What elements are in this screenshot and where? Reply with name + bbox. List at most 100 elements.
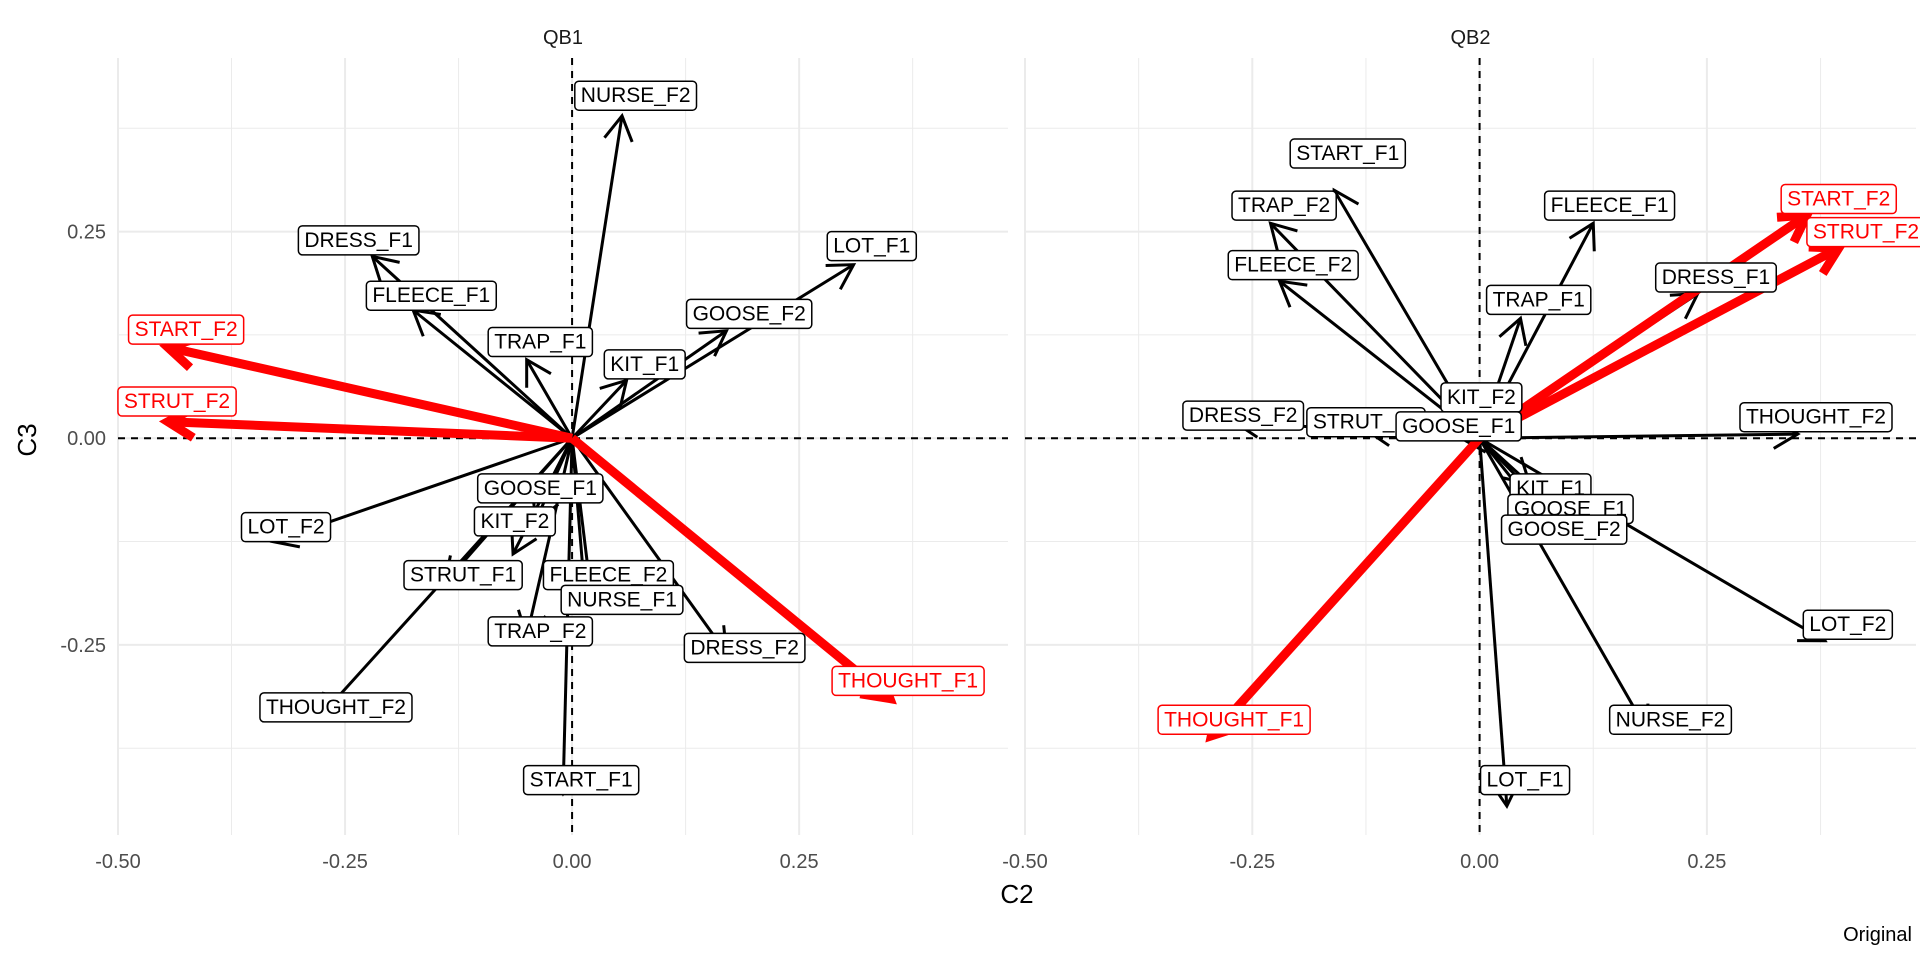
x-tick-label: -0.25 [322, 851, 368, 873]
vector-label: STRUT_F2 [1813, 221, 1919, 244]
vector-label: GOOSE_F1 [484, 477, 597, 500]
label-box [603, 349, 686, 380]
vector-arrowhead [1776, 209, 1815, 245]
vector-label: DRESS_F1 [304, 229, 413, 252]
label-box [1182, 400, 1305, 431]
label-box [1608, 704, 1733, 736]
label-trap-f1: TRAP_F1 [487, 326, 594, 358]
label-start-f2: START_F2 [1780, 183, 1898, 215]
label-kit-f2: KIT_F2 [1440, 382, 1523, 413]
y-tick-label: 0.00 [67, 428, 106, 450]
vector-shaft [571, 263, 855, 440]
label-box [1485, 284, 1592, 316]
label-start-f1: START_F1 [1289, 138, 1407, 169]
label-trap-f1: TRAP_F1 [1485, 284, 1592, 316]
label-box [683, 632, 806, 664]
vector-labels: START_F1 TRAP_F2 FLEECE_F1 FLEECE_F2 DRESS_F… [1157, 138, 1920, 796]
plot-caption: Original [1843, 924, 1912, 946]
label-fleece-f1: FLEECE_F1 [1543, 190, 1676, 221]
x-tick-label: 0.00 [1460, 851, 1499, 873]
label-box [476, 473, 604, 504]
label-box [685, 298, 813, 330]
label-box [365, 280, 498, 311]
vector-label: START_F2 [1787, 188, 1890, 211]
label-nurse-f1: NURSE_F1 [560, 584, 684, 616]
label-box [117, 386, 237, 417]
vector-label: FLEECE_F1 [372, 284, 490, 307]
vector-shaft [1478, 438, 1509, 807]
panels-layer: QB1 -0.50 -0.25 0.00 0.25 -0.25 0.00 0.25 NURSE_… [60, 27, 1920, 873]
vector-arrowhead [1498, 315, 1528, 347]
label-box [1289, 138, 1407, 169]
label-goose-f2: GOOSE_F2 [1500, 514, 1628, 545]
label-start-f1: START_F1 [522, 764, 640, 796]
vector-shaft [412, 308, 574, 440]
label-trap-f2: TRAP_F2 [1231, 190, 1337, 221]
label-box [487, 326, 594, 358]
vector-label: LOT_F1 [1487, 769, 1564, 792]
label-box [1654, 262, 1778, 293]
label-box [1395, 411, 1523, 442]
vector-label: KIT_F1 [610, 353, 679, 376]
x-axis-title: C2 [1000, 879, 1033, 909]
label-box [522, 764, 640, 796]
vector-label: FLEECE_F2 [1234, 254, 1352, 277]
label-thought-f2: THOUGHT_F2 [1739, 401, 1893, 433]
label-box [826, 230, 918, 262]
vector-label: FLEECE_F2 [549, 564, 667, 587]
vector-start-f2 [1477, 209, 1815, 442]
label-dress-f1: DRESS_F1 [297, 225, 420, 256]
vector-label: TRAP_F2 [1238, 194, 1330, 217]
label-box [574, 80, 698, 111]
vector-label: LOT_F2 [247, 516, 324, 539]
label-box [1500, 514, 1628, 545]
label-lot-f2: LOT_F2 [1802, 609, 1894, 640]
vector-arrowhead [1568, 220, 1596, 252]
vector-shaft [569, 434, 893, 703]
vector-labels: NURSE_F2 DRESS_F1 FLEECE_F1 LOT_F1 GOOSE_F2 T… [117, 80, 985, 796]
label-box [1780, 183, 1898, 215]
x-tick-label: -0.25 [1229, 851, 1275, 873]
y-tick-label: -0.25 [60, 635, 106, 657]
label-box [1543, 190, 1676, 221]
y-tick-label: 0.25 [67, 222, 106, 244]
vector-shaft [166, 342, 574, 443]
label-lot-f2: LOT_F2 [240, 511, 332, 543]
vector-strut-f2 [1477, 242, 1847, 443]
label-box [487, 616, 594, 647]
vector-label: GOOSE_F2 [1508, 518, 1621, 541]
label-nurse-f2: NURSE_F2 [1608, 704, 1733, 736]
vector-arrowhead [370, 254, 400, 284]
vector-label: THOUGHT_F2 [266, 696, 406, 719]
vector-arrowhead [825, 263, 857, 291]
vector-label: DRESS_F2 [1189, 404, 1298, 427]
vector-label: NURSE_F1 [567, 588, 677, 611]
panel-qb2: QB2 -0.50 -0.25 0.00 0.25 START_F1 TRAP_F2 FLEE… [1002, 27, 1920, 873]
vector-label: THOUGHT_F2 [1746, 406, 1886, 429]
vector-label: LOT_F1 [833, 235, 910, 258]
label-fleece-f2: FLEECE_F2 [542, 559, 675, 591]
vector-label: THOUGHT_F1 [1164, 708, 1304, 731]
vector-label: STRUT_F2 [124, 390, 230, 413]
vector-shaft [570, 379, 628, 440]
vector-label: TRAP_F2 [494, 620, 586, 643]
label-dress-f2: DRESS_F2 [1182, 400, 1305, 431]
vector-shaft [1478, 436, 1826, 643]
vector-label: TRAP_F1 [1493, 288, 1585, 311]
vector-shaft [1478, 437, 1650, 733]
label-kit-f2: KIT_F2 [473, 506, 557, 537]
vector-label: START_F1 [1296, 142, 1399, 165]
vector-shaft [571, 329, 728, 440]
vector-goose-f2 [571, 329, 729, 440]
label-thought-f2: THOUGHT_F2 [259, 692, 413, 723]
vector-shaft [525, 358, 574, 439]
label-box [403, 559, 523, 591]
label-fleece-f2: FLEECE_F2 [1227, 249, 1359, 281]
x-tick-label: 0.25 [1687, 851, 1726, 873]
vector-label: STRUT_F1 [410, 564, 516, 587]
vector-arrowhead [1808, 242, 1847, 276]
label-box [259, 692, 413, 723]
vector-shaft [1477, 211, 1810, 442]
label-trap-f2: TRAP_F2 [487, 616, 594, 647]
